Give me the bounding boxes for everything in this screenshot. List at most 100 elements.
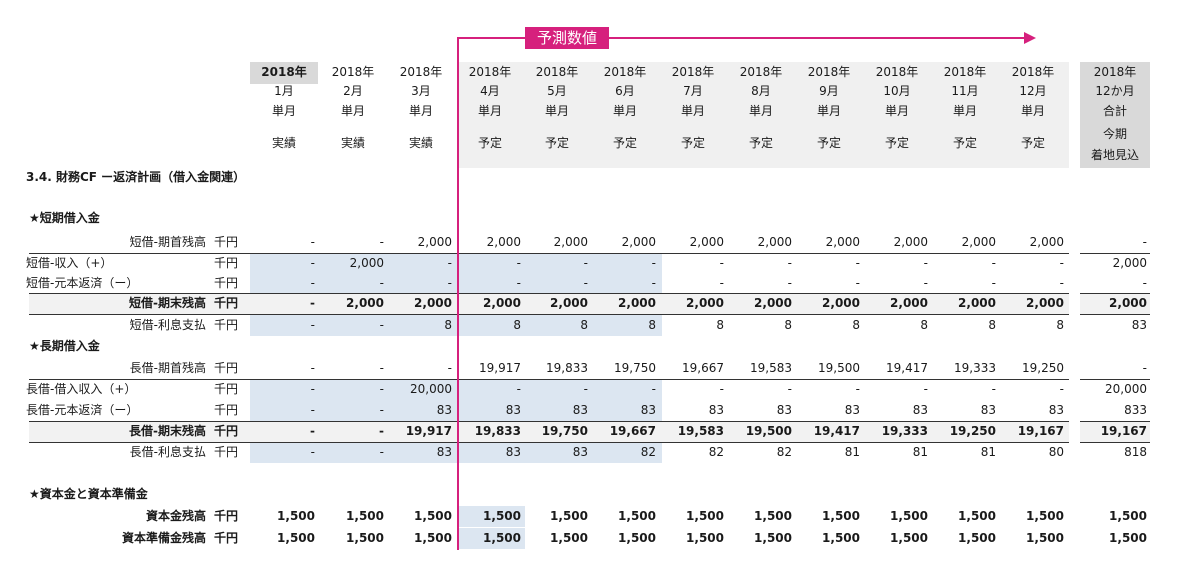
value-cell[interactable]: 82 [640, 445, 656, 459]
value-cell[interactable]: - [991, 276, 996, 290]
value-cell[interactable]: - [719, 382, 724, 396]
value-cell: 2,000 [890, 296, 928, 310]
value-cell[interactable]: 8 [580, 318, 588, 332]
value-cell[interactable]: 8 [852, 318, 860, 332]
value-cell[interactable]: 8 [648, 318, 656, 332]
value-cell[interactable]: - [787, 276, 792, 290]
value-cell[interactable]: 8 [1056, 318, 1064, 332]
row-unit: 千円 [214, 235, 239, 249]
row-label: 長借-元本返済（ー） [26, 403, 139, 417]
row-unit: 千円 [214, 509, 239, 523]
value-cell[interactable]: - [719, 276, 724, 290]
value-cell[interactable]: - [787, 382, 792, 396]
value-cell[interactable]: 8 [444, 318, 452, 332]
value-cell[interactable]: 2,000 [349, 256, 384, 270]
value-cell: 1,500 [1026, 531, 1064, 545]
value-cell[interactable]: - [855, 256, 860, 270]
row-label: 短借-期首残高 [129, 235, 206, 249]
value-cell[interactable]: - [1059, 276, 1064, 290]
value-cell: 1,500 [414, 509, 452, 523]
value-cell[interactable]: - [583, 276, 588, 290]
value-cell[interactable]: 80 [1048, 445, 1064, 459]
value-cell: 2,000 [621, 235, 656, 249]
value-cell[interactable]: - [787, 256, 792, 270]
value-cell[interactable]: - [991, 256, 996, 270]
value-cell[interactable]: 81 [980, 445, 996, 459]
value-cell[interactable]: - [379, 276, 384, 290]
value-cell[interactable]: - [379, 445, 384, 459]
column-header-month: 12月 [1019, 84, 1047, 98]
value-cell[interactable]: 83 [844, 403, 860, 417]
value-cell: 2,000 [822, 296, 860, 310]
value-cell[interactable]: 82 [776, 445, 792, 459]
value-cell[interactable]: - [516, 382, 521, 396]
value-cell[interactable]: - [583, 382, 588, 396]
value-cell: 1,500 [483, 531, 521, 545]
value-cell[interactable]: 8 [513, 318, 521, 332]
value-cell[interactable]: 83 [572, 445, 588, 459]
value-cell[interactable]: - [447, 256, 452, 270]
column-header-kind: 単月 [271, 104, 296, 118]
value-cell[interactable]: - [310, 318, 315, 332]
value-cell[interactable]: 83 [572, 403, 588, 417]
value-cell[interactable]: 83 [640, 403, 656, 417]
value-cell: 1,500 [346, 509, 384, 523]
value-cell: 1,500 [550, 531, 588, 545]
value-cell[interactable]: - [719, 256, 724, 270]
value-cell[interactable]: 83 [980, 403, 996, 417]
value-cell[interactable]: 20,000 [410, 382, 452, 396]
value-cell[interactable]: - [651, 276, 656, 290]
value-cell[interactable]: - [447, 276, 452, 290]
value-cell[interactable]: - [379, 382, 384, 396]
value-cell[interactable]: - [310, 403, 315, 417]
total-cell: 818 [1124, 445, 1147, 459]
value-cell[interactable]: 81 [912, 445, 928, 459]
value-cell: 2,000 [754, 296, 792, 310]
value-cell: 19,833 [474, 424, 521, 438]
value-cell[interactable]: - [310, 256, 315, 270]
value-cell[interactable]: - [923, 256, 928, 270]
value-cell[interactable]: - [310, 276, 315, 290]
value-cell[interactable]: - [583, 256, 588, 270]
value-cell[interactable]: 8 [988, 318, 996, 332]
total-cell: 20,000 [1105, 382, 1147, 396]
value-cell[interactable]: 81 [844, 445, 860, 459]
input-range-fill [250, 253, 662, 274]
value-cell[interactable]: 83 [912, 403, 928, 417]
value-cell[interactable]: 83 [505, 403, 521, 417]
value-cell: 19,917 [405, 424, 452, 438]
value-cell[interactable]: - [516, 256, 521, 270]
value-cell[interactable]: - [310, 382, 315, 396]
row-border [29, 293, 1069, 294]
value-cell: 1,500 [277, 509, 315, 523]
value-cell[interactable]: - [516, 276, 521, 290]
value-cell[interactable]: - [1059, 382, 1064, 396]
value-cell[interactable]: - [310, 445, 315, 459]
row-border-bottom [29, 314, 1069, 315]
value-cell[interactable]: - [1059, 256, 1064, 270]
value-cell[interactable]: - [991, 382, 996, 396]
value-cell[interactable]: 83 [1048, 403, 1064, 417]
group-title: ★短期借入金 [29, 211, 100, 225]
total-cell: 1,500 [1109, 509, 1147, 523]
value-cell[interactable]: 83 [708, 403, 724, 417]
value-cell[interactable]: - [923, 276, 928, 290]
value-cell[interactable]: - [379, 318, 384, 332]
value-cell[interactable]: - [855, 382, 860, 396]
value-cell[interactable]: - [855, 276, 860, 290]
value-cell[interactable]: 8 [716, 318, 724, 332]
value-cell[interactable]: 83 [436, 403, 452, 417]
value-cell[interactable]: 83 [776, 403, 792, 417]
value-cell[interactable]: 8 [920, 318, 928, 332]
value-cell: 19,667 [609, 424, 656, 438]
value-cell[interactable]: - [379, 403, 384, 417]
value-cell[interactable]: - [923, 382, 928, 396]
value-cell: 2,000 [1029, 235, 1064, 249]
value-cell[interactable]: 8 [784, 318, 792, 332]
value-cell[interactable]: - [651, 382, 656, 396]
value-cell[interactable]: 83 [505, 445, 521, 459]
value-cell[interactable]: 83 [436, 445, 452, 459]
header-fill-forecast [459, 62, 1069, 168]
value-cell[interactable]: - [651, 256, 656, 270]
value-cell[interactable]: 82 [708, 445, 724, 459]
